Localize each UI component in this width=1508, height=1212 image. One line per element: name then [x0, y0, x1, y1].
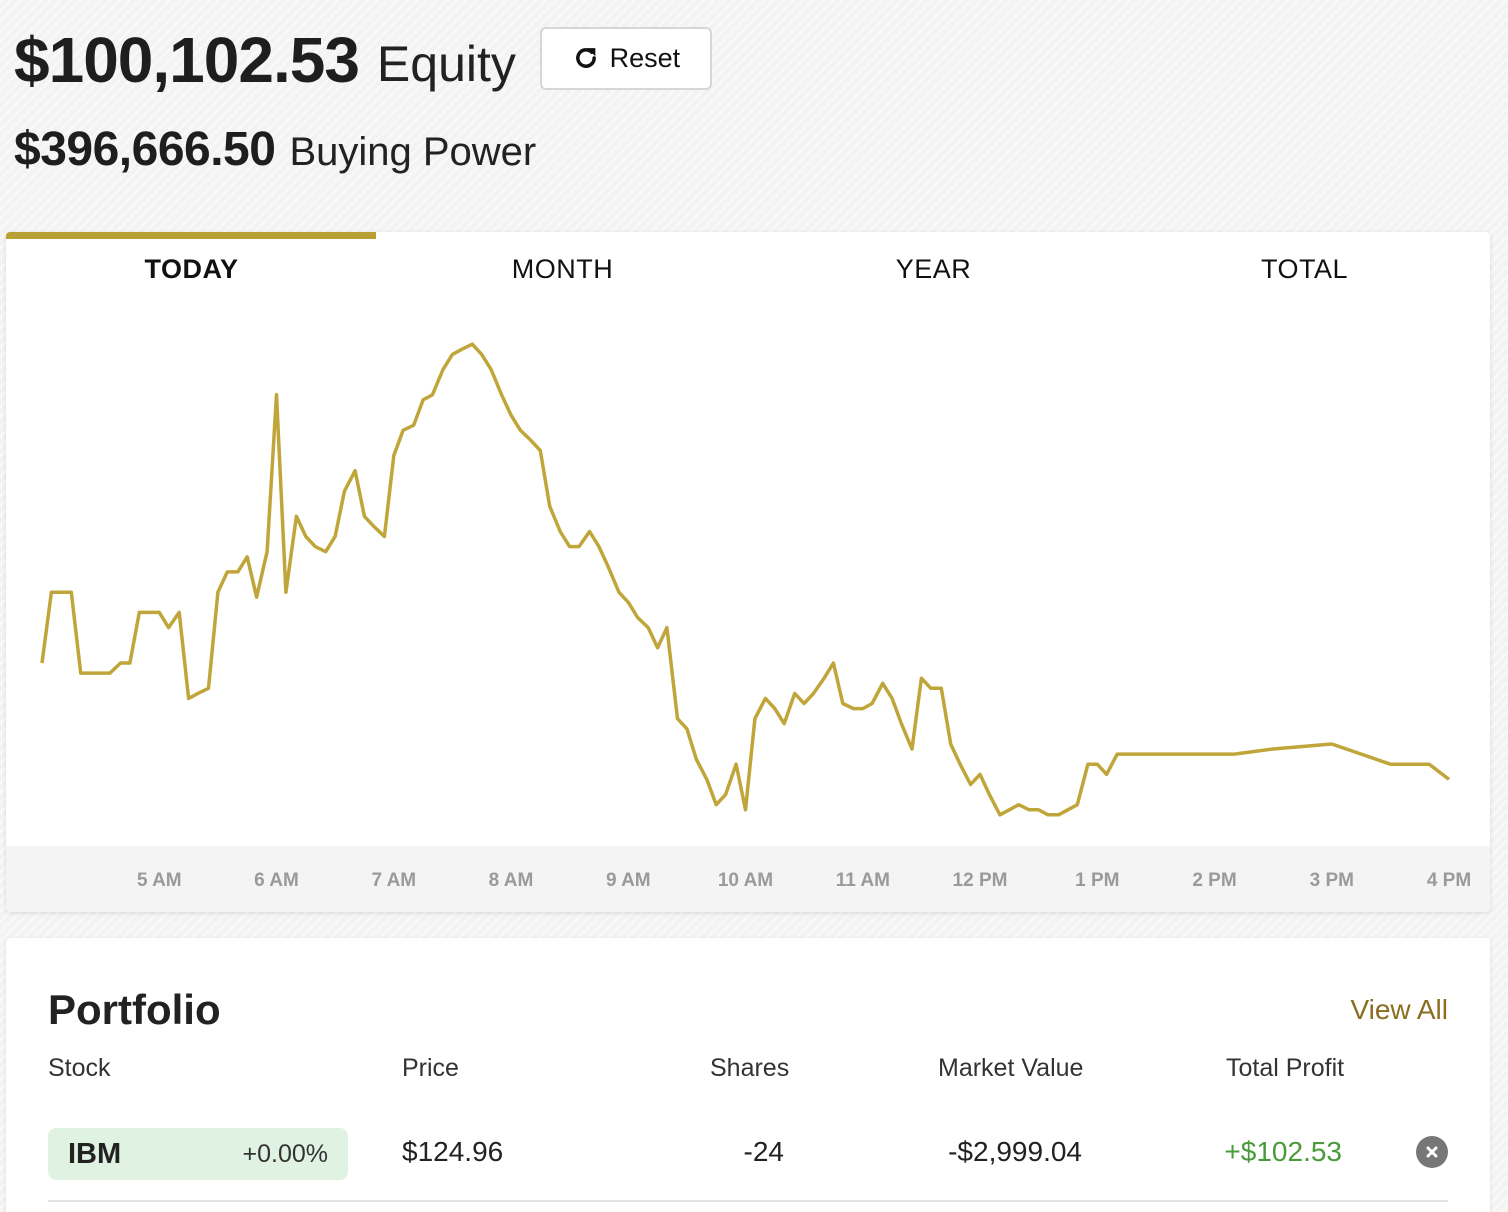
time-range-tabs: TODAY MONTH YEAR TOTAL: [6, 232, 1490, 302]
total-profit: +$102.53: [1224, 1136, 1342, 1167]
stock-pill[interactable]: IBM +0.00%: [48, 1128, 348, 1180]
tab-year[interactable]: YEAR: [895, 254, 972, 284]
tab-today[interactable]: TODAY: [144, 254, 239, 284]
x-tick-label: 8 AM: [489, 870, 534, 891]
stock-change: +0.00%: [242, 1139, 329, 1168]
stock-price: $124.96: [402, 1136, 504, 1167]
remove-position-button[interactable]: [1416, 1136, 1448, 1168]
column-header-total-profit: Total Profit: [1226, 1054, 1345, 1082]
x-tick-label: 6 AM: [254, 870, 299, 891]
x-tick-label: 12 PM: [953, 870, 1008, 891]
x-tick-label: 7 AM: [371, 870, 416, 891]
buying-power-label: Buying Power: [289, 130, 537, 174]
portfolio-card: Portfolio View All Stock Price Shares Ma…: [6, 938, 1490, 1212]
column-header-price: Price: [402, 1054, 459, 1082]
x-axis-strip: [6, 846, 1490, 912]
column-header-shares: Shares: [710, 1054, 790, 1082]
column-header-market-value: Market Value: [938, 1054, 1084, 1082]
row-divider: [48, 1200, 1448, 1202]
x-tick-label: 9 AM: [606, 870, 651, 891]
portfolio-title: Portfolio: [48, 986, 221, 1033]
reset-button[interactable]: Reset: [539, 26, 712, 90]
table-row[interactable]: IBM +0.00% $124.96 -24 -$2,999.04 +$102.…: [48, 1128, 1448, 1180]
buying-power-amount: $396,666.50: [14, 123, 276, 176]
equity-label: Equity: [376, 36, 516, 92]
x-tick-label: 11 AM: [836, 870, 890, 891]
active-tab-indicator: [6, 232, 376, 239]
equity-amount: $100,102.53: [14, 24, 360, 96]
tab-month[interactable]: MONTH: [511, 254, 614, 284]
close-icon: [1426, 1146, 1438, 1158]
refresh-icon: [575, 48, 596, 68]
x-tick-label: 10 AM: [718, 870, 773, 891]
x-tick-label: 2 PM: [1192, 870, 1236, 891]
equity-row: $100,102.53 Equity Reset: [14, 20, 914, 100]
x-tick-label: 1 PM: [1075, 870, 1119, 891]
buying-power-row: $396,666.50 Buying Power: [14, 122, 914, 177]
market-value: -$2,999.04: [948, 1136, 1082, 1167]
x-tick-label: 5 AM: [137, 870, 182, 891]
view-all-link[interactable]: View All: [1350, 994, 1448, 1025]
equity-line-chart: 5 AM 6 AM 7 AM 8 AM 9 AM 10 AM 11 AM 12 PM 1 PM 2…: [40, 342, 1471, 891]
series-line-equity: [40, 342, 1451, 817]
x-tick-label: 3 PM: [1310, 870, 1354, 891]
stock-shares: -24: [743, 1136, 784, 1167]
column-header-stock: Stock: [48, 1054, 111, 1082]
x-tick-label: 4 PM: [1427, 870, 1471, 891]
tab-total[interactable]: TOTAL: [1260, 254, 1349, 284]
account-summary: $100,102.53 Equity Reset $396,666.50 Buy…: [14, 20, 914, 177]
chart-area: 5 AM 6 AM 7 AM 8 AM 9 AM 10 AM 11 AM 12 PM 1 PM 2…: [6, 232, 1490, 912]
chart-card: 5 AM 6 AM 7 AM 8 AM 9 AM 10 AM 11 AM 12 PM 1 PM 2…: [6, 232, 1490, 912]
stock-symbol: IBM: [68, 1137, 122, 1170]
reset-label: Reset: [609, 42, 681, 73]
